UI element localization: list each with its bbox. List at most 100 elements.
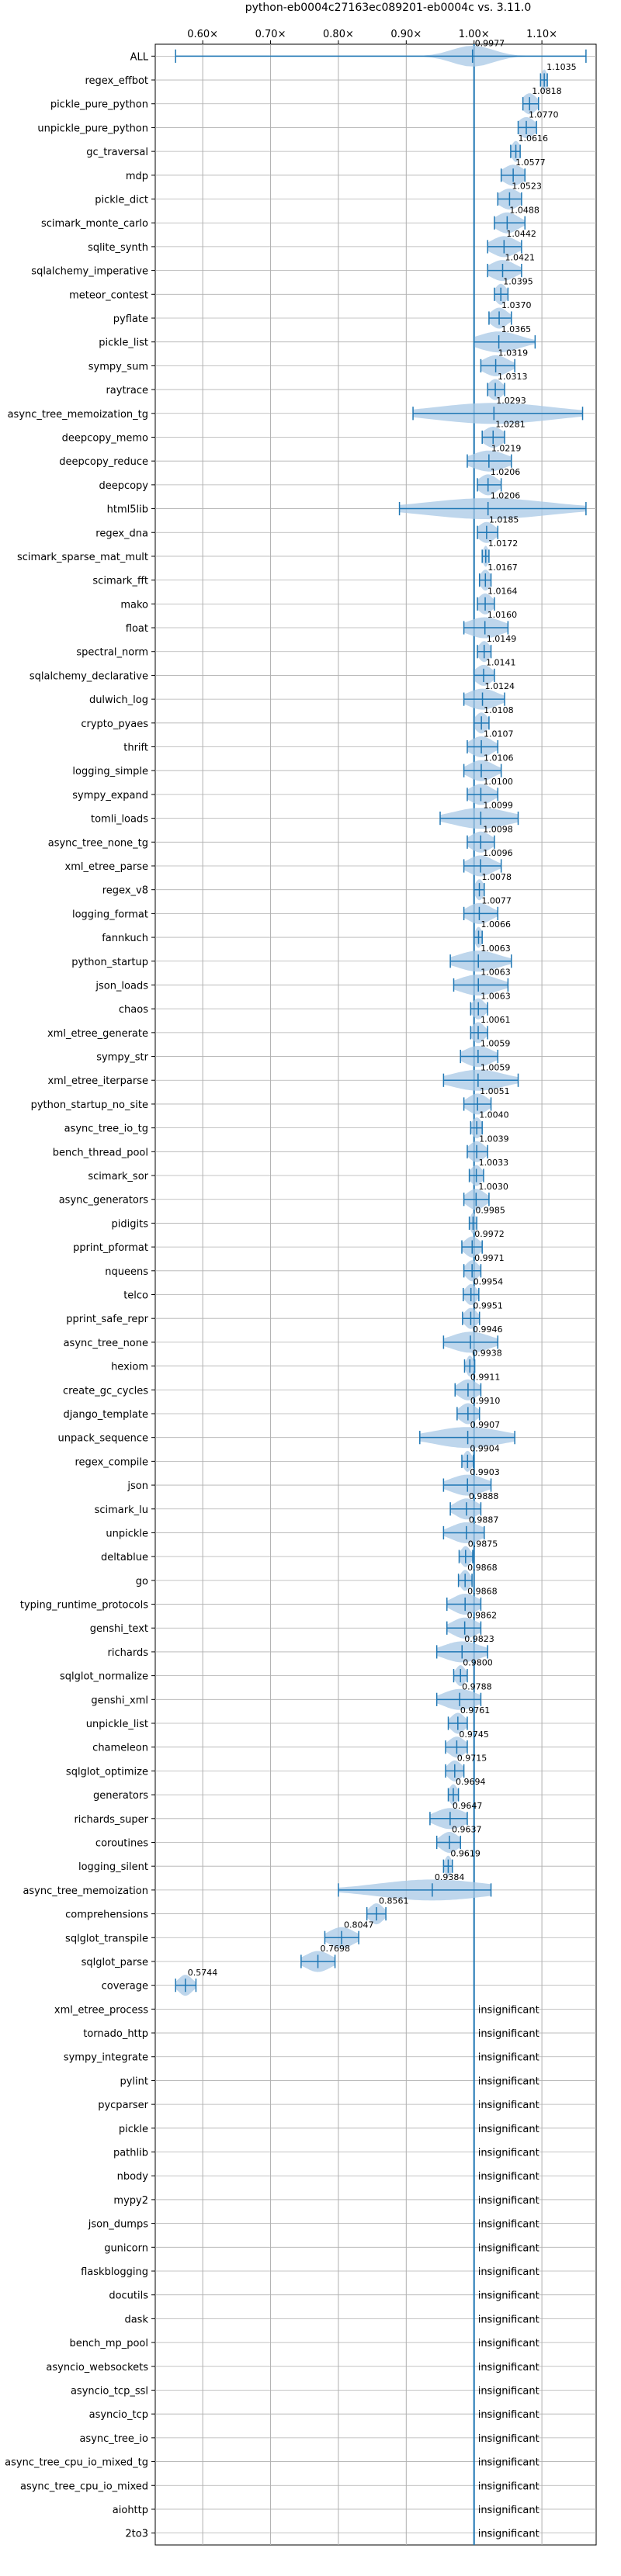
annotation-pickle-list: 1.0365 [501,324,532,334]
annotation-deepcopy: 1.0206 [491,467,521,477]
annotation-async-tree-io: insignificant [478,2433,539,2445]
y-tick-label: pyflate [113,313,148,325]
y-tick-label: deepcopy_memo [62,432,148,444]
y-tick-label: sympy_integrate [64,2052,148,2064]
x-tick-label: 0.60× [187,29,218,40]
annotation-unpack-sequence: 0.9907 [470,1420,501,1430]
annotation-create-gc-cycles: 0.9911 [470,1372,501,1382]
annotation-async-tree-io-tg: 1.0040 [479,1110,509,1120]
annotation-asyncio-tcp: insignificant [478,2409,539,2421]
annotation-sqlglot-parse: 0.7698 [321,1944,351,1954]
y-tick-label: go [136,1576,148,1587]
annotation-mdp: 1.0577 [515,158,546,168]
x-tick-label: 0.80× [323,29,354,40]
y-tick-label: sympy_expand [72,790,148,802]
annotation-richards: 0.9823 [464,1634,494,1644]
annotation-2to3: insignificant [478,2529,539,2540]
annotation-mypy2: insignificant [478,2195,539,2207]
y-tick-label: pickle_dict [95,195,148,206]
y-tick-label: fannkuch [102,933,148,944]
y-tick-label: nbody [117,2171,149,2183]
y-tick-label: tomli_loads [91,814,148,826]
y-tick-label: async_generators [59,1195,149,1207]
y-tick-label: float [126,623,148,635]
annotation-async-tree-memoization-tg: 1.0293 [496,396,526,406]
annotation-scimark-sor: 1.0033 [479,1158,509,1168]
y-tick-label: logging_silent [78,1861,148,1873]
annotation-nbody: insignificant [478,2171,539,2183]
y-tick-label: deepcopy [99,480,148,492]
annotation-flaskblogging: insignificant [478,2266,539,2278]
y-tick-label: sympy_sum [88,361,148,372]
annotation-sympy-expand: 1.0100 [483,777,513,787]
annotation-pidigits: 0.9985 [475,1206,505,1216]
annotation-async-generators: 1.0030 [478,1182,508,1192]
y-tick-label: scimark_sparse_mat_mult [17,552,148,563]
annotation-all: 0.9977 [475,38,505,48]
annotation-pycparser: insignificant [478,2100,539,2111]
y-tick-label: telco [123,1290,148,1302]
y-tick-label: asyncio_websockets [46,2362,148,2373]
annotation-logging-silent: 0.9619 [450,1848,480,1858]
annotation-chaos: 1.0063 [480,991,511,1001]
annotation-deepcopy-memo: 1.0281 [495,420,526,430]
annotation-sqlalchemy-declarative: 1.0141 [486,658,516,668]
annotation-dulwich-log: 1.0124 [485,681,515,691]
y-tick-label: thrift [123,743,148,754]
annotation-tomli-loads: 1.0099 [483,801,513,811]
y-tick-label: generators [93,1790,148,1802]
y-tick-label: spectral_norm [76,647,148,659]
y-tick-label: async_tree_memoization [23,1885,148,1897]
y-tick-label: create_gc_cycles [63,1385,148,1397]
annotation-pathlib: insignificant [478,2148,539,2159]
annotation-xml-etree-generate: 1.0061 [480,1015,511,1025]
y-tick-label: richards_super [74,1814,148,1826]
y-tick-label: async_tree_none [64,1338,148,1349]
annotation-logging-simple: 1.0106 [484,753,514,763]
annotation-deepcopy-reduce: 1.0219 [491,443,522,453]
annotation-xml-etree-process: insignificant [478,2004,539,2016]
y-tick-label: pickle_pure_python [50,99,148,111]
y-tick-label: hexiom [111,1362,148,1373]
annotation-nqueens: 0.9971 [474,1253,505,1263]
annotation-genshi-xml: 0.9788 [462,1681,492,1691]
annotation-sympy-sum: 1.0319 [498,348,529,358]
annotation-spectral-norm: 1.0149 [487,634,517,644]
annotation-chameleon: 0.9745 [459,1729,489,1740]
y-tick-label: genshi_text [90,1623,148,1635]
y-tick-label: logging_simple [72,766,148,777]
y-tick-label: sqlglot_parse [82,1957,148,1968]
y-tick-label: json [127,1480,148,1492]
y-tick-label: mdp [126,171,148,182]
annotation-scimark-lu: 0.9888 [469,1491,499,1501]
y-tick-label: flaskblogging [81,2266,148,2278]
annotation-json: 0.9903 [470,1467,500,1477]
y-tick-label: sqlalchemy_declarative [29,670,148,682]
y-tick-label: sqlalchemy_imperative [31,266,148,278]
annotation-sqlglot-optimize: 0.9715 [457,1754,487,1764]
y-tick-label: scimark_monte_carlo [41,218,148,230]
y-tick-label: unpickle [106,1528,148,1539]
annotation-asyncio-websockets: insignificant [478,2362,539,2373]
annotation-float: 1.0160 [487,610,518,620]
y-tick-label: sqlite_synth [88,242,148,254]
annotation-django-template: 0.9910 [470,1396,501,1406]
y-tick-label: xml_etree_parse [65,861,148,873]
y-tick-label: typing_runtime_protocols [20,1600,148,1612]
y-tick-label: deltablue [101,1552,148,1563]
y-tick-label: nqueens [105,1266,148,1278]
y-tick-label: regex_v8 [102,885,148,897]
annotation-json-loads: 1.0063 [480,968,511,978]
y-tick-label: crypto_pyaes [81,718,148,730]
annotation-logging-format: 1.0077 [481,895,512,905]
y-tick-label: python_startup [71,957,148,968]
y-tick-label: unpickle_list [86,1719,148,1730]
annotation-xml-etree-parse: 1.0096 [483,848,513,858]
annotation-thrift: 1.0107 [484,729,514,739]
x-tick-label: 0.70× [255,29,286,40]
y-tick-label: bench_mp_pool [69,2338,148,2349]
annotation-scimark-fft: 1.0167 [487,563,518,573]
annotation-sqlglot-transpile: 0.8047 [344,1920,374,1930]
y-tick-label: async_tree_memoization_tg [8,409,148,421]
annotation-regex-effbot: 1.1035 [546,62,577,72]
